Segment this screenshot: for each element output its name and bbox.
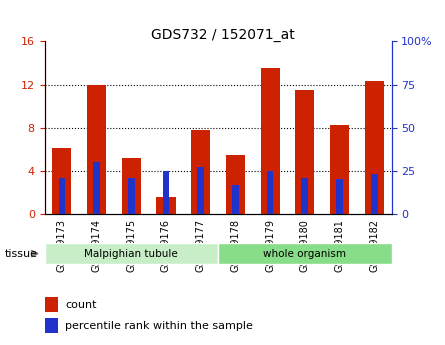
Bar xyxy=(232,185,239,214)
Text: count: count xyxy=(65,300,97,310)
Bar xyxy=(301,178,308,214)
Text: Malpighian tubule: Malpighian tubule xyxy=(85,249,178,258)
Bar xyxy=(122,158,141,214)
Bar xyxy=(197,167,204,214)
Bar xyxy=(162,171,170,214)
Bar xyxy=(44,318,58,333)
Bar xyxy=(226,155,245,214)
Bar xyxy=(330,126,349,214)
Bar xyxy=(93,162,100,214)
Bar xyxy=(53,148,71,214)
Bar xyxy=(128,178,135,214)
Text: percentile rank within the sample: percentile rank within the sample xyxy=(65,321,253,331)
Bar xyxy=(371,174,378,214)
Bar xyxy=(267,171,274,214)
Bar xyxy=(44,297,58,312)
Text: whole organism: whole organism xyxy=(263,249,346,258)
Bar xyxy=(261,68,279,214)
Bar xyxy=(336,179,343,214)
Bar xyxy=(295,90,314,214)
Bar xyxy=(58,178,65,214)
Text: tissue: tissue xyxy=(4,249,37,258)
Text: GDS732 / 152071_at: GDS732 / 152071_at xyxy=(150,28,295,42)
Bar xyxy=(365,81,384,214)
Bar xyxy=(157,197,175,214)
FancyBboxPatch shape xyxy=(218,243,392,264)
Bar xyxy=(87,85,106,214)
Bar xyxy=(191,130,210,214)
FancyBboxPatch shape xyxy=(44,243,218,264)
